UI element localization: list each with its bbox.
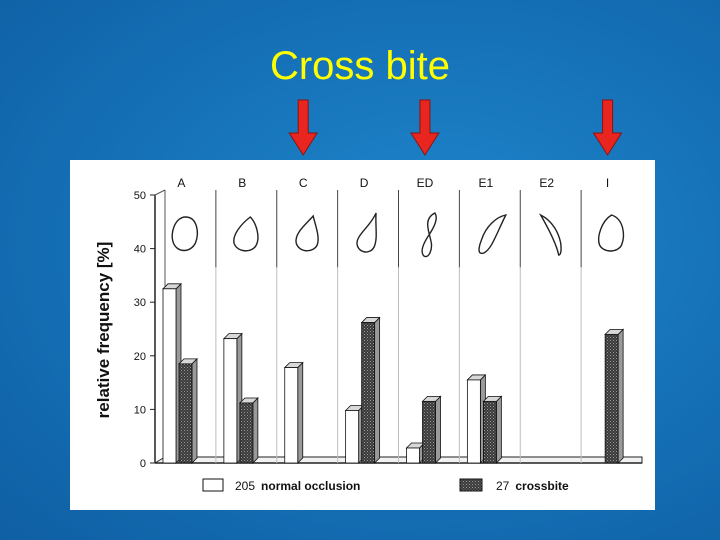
- bar-front: [406, 447, 420, 464]
- category-shape-I: [598, 214, 625, 252]
- legend-swatch-crossbite: [459, 478, 483, 492]
- y-tick-label: 0: [140, 458, 146, 470]
- shape-outline: [171, 216, 198, 252]
- legend-count-normal: 205: [235, 479, 255, 493]
- category-shape-B: [233, 216, 259, 252]
- bar-side: [374, 316, 381, 464]
- category-label: B: [238, 176, 246, 190]
- category-label: E1: [478, 176, 493, 190]
- bar-front: [422, 400, 436, 464]
- bar-normal-B: [222, 332, 243, 464]
- bar-front: [466, 379, 481, 464]
- y-tick-label: 50: [134, 190, 146, 202]
- legend-label-normal: 205 normal occlusion: [235, 479, 360, 493]
- shape-outline: [538, 213, 562, 256]
- y-tick-label: 40: [134, 244, 146, 256]
- bar-front: [361, 322, 376, 464]
- legend-text-normal: normal occlusion: [261, 479, 360, 493]
- bar-crossbite-D: [360, 316, 381, 464]
- bar-front: [239, 402, 254, 464]
- bar-side: [191, 357, 198, 464]
- bar-front: [345, 410, 360, 464]
- bar-normal-D: [344, 404, 365, 464]
- legend-text-crossbite: crossbite: [515, 479, 569, 493]
- category-label: A: [177, 176, 185, 190]
- y-tick-label: 10: [134, 404, 146, 416]
- arrow-marker-C: [288, 99, 319, 156]
- bar-side: [617, 328, 624, 464]
- shape-outline: [356, 212, 377, 253]
- arrow-markers: [288, 99, 623, 156]
- bar-front: [604, 333, 619, 464]
- bar-crossbite-E1: [482, 395, 503, 464]
- category-label: ED: [417, 176, 434, 190]
- top-edge-line: [154, 189, 166, 196]
- bar-crossbite-ED: [421, 395, 442, 464]
- arrow-marker-I: [592, 99, 623, 156]
- legend-count-crossbite: 27: [496, 479, 510, 493]
- category-shape-ED: [421, 212, 437, 258]
- category-shape-E1: [478, 214, 508, 255]
- bar-normal-E1: [466, 373, 487, 464]
- bar-normal-A: [162, 282, 182, 464]
- bar-normal-C: [283, 361, 304, 464]
- bar-side: [297, 361, 304, 464]
- shape-outline: [295, 214, 319, 252]
- shape-outline: [233, 216, 259, 252]
- bar-front: [223, 338, 238, 464]
- bar-crossbite-B: [238, 397, 259, 464]
- shape-outline: [478, 214, 508, 255]
- bar-front: [162, 288, 177, 464]
- y-tick-label: 20: [134, 351, 146, 363]
- bar-front: [284, 367, 299, 464]
- bar-normal-ED: [405, 442, 426, 464]
- category-shape-A: [171, 216, 198, 252]
- category-shape-C: [295, 214, 319, 252]
- legend-swatch-normal: [202, 478, 224, 492]
- arrow-marker-ED: [410, 99, 440, 156]
- y-tick-label: 30: [134, 297, 146, 309]
- bar-crossbite-I: [604, 328, 625, 464]
- category-label: E2: [539, 176, 554, 190]
- category-shape-E2: [538, 213, 562, 256]
- category-label: D: [360, 176, 369, 190]
- y-axis-label: relative frequency [%]: [94, 242, 113, 419]
- shape-outline: [421, 212, 437, 258]
- bar-side: [495, 395, 502, 464]
- bar-crossbite-A: [178, 357, 198, 464]
- shape-outline: [598, 214, 625, 252]
- legend-label-crossbite: 27 crossbite: [496, 479, 569, 493]
- chart-panel: relative frequency [%] 0 10 20 30 40 50 A B C D ED…: [70, 160, 655, 510]
- category-shape-D: [356, 212, 377, 253]
- bar-front: [178, 363, 193, 464]
- slide-title: Cross bite: [269, 44, 451, 88]
- category-label: C: [299, 176, 308, 190]
- bar-chart: relative frequency [%] 0 10 20 30 40 50 A B C D ED…: [94, 176, 643, 493]
- bar-side: [435, 395, 441, 464]
- bar-side: [252, 397, 259, 464]
- bar-front: [482, 400, 497, 464]
- category-label: I: [606, 176, 609, 190]
